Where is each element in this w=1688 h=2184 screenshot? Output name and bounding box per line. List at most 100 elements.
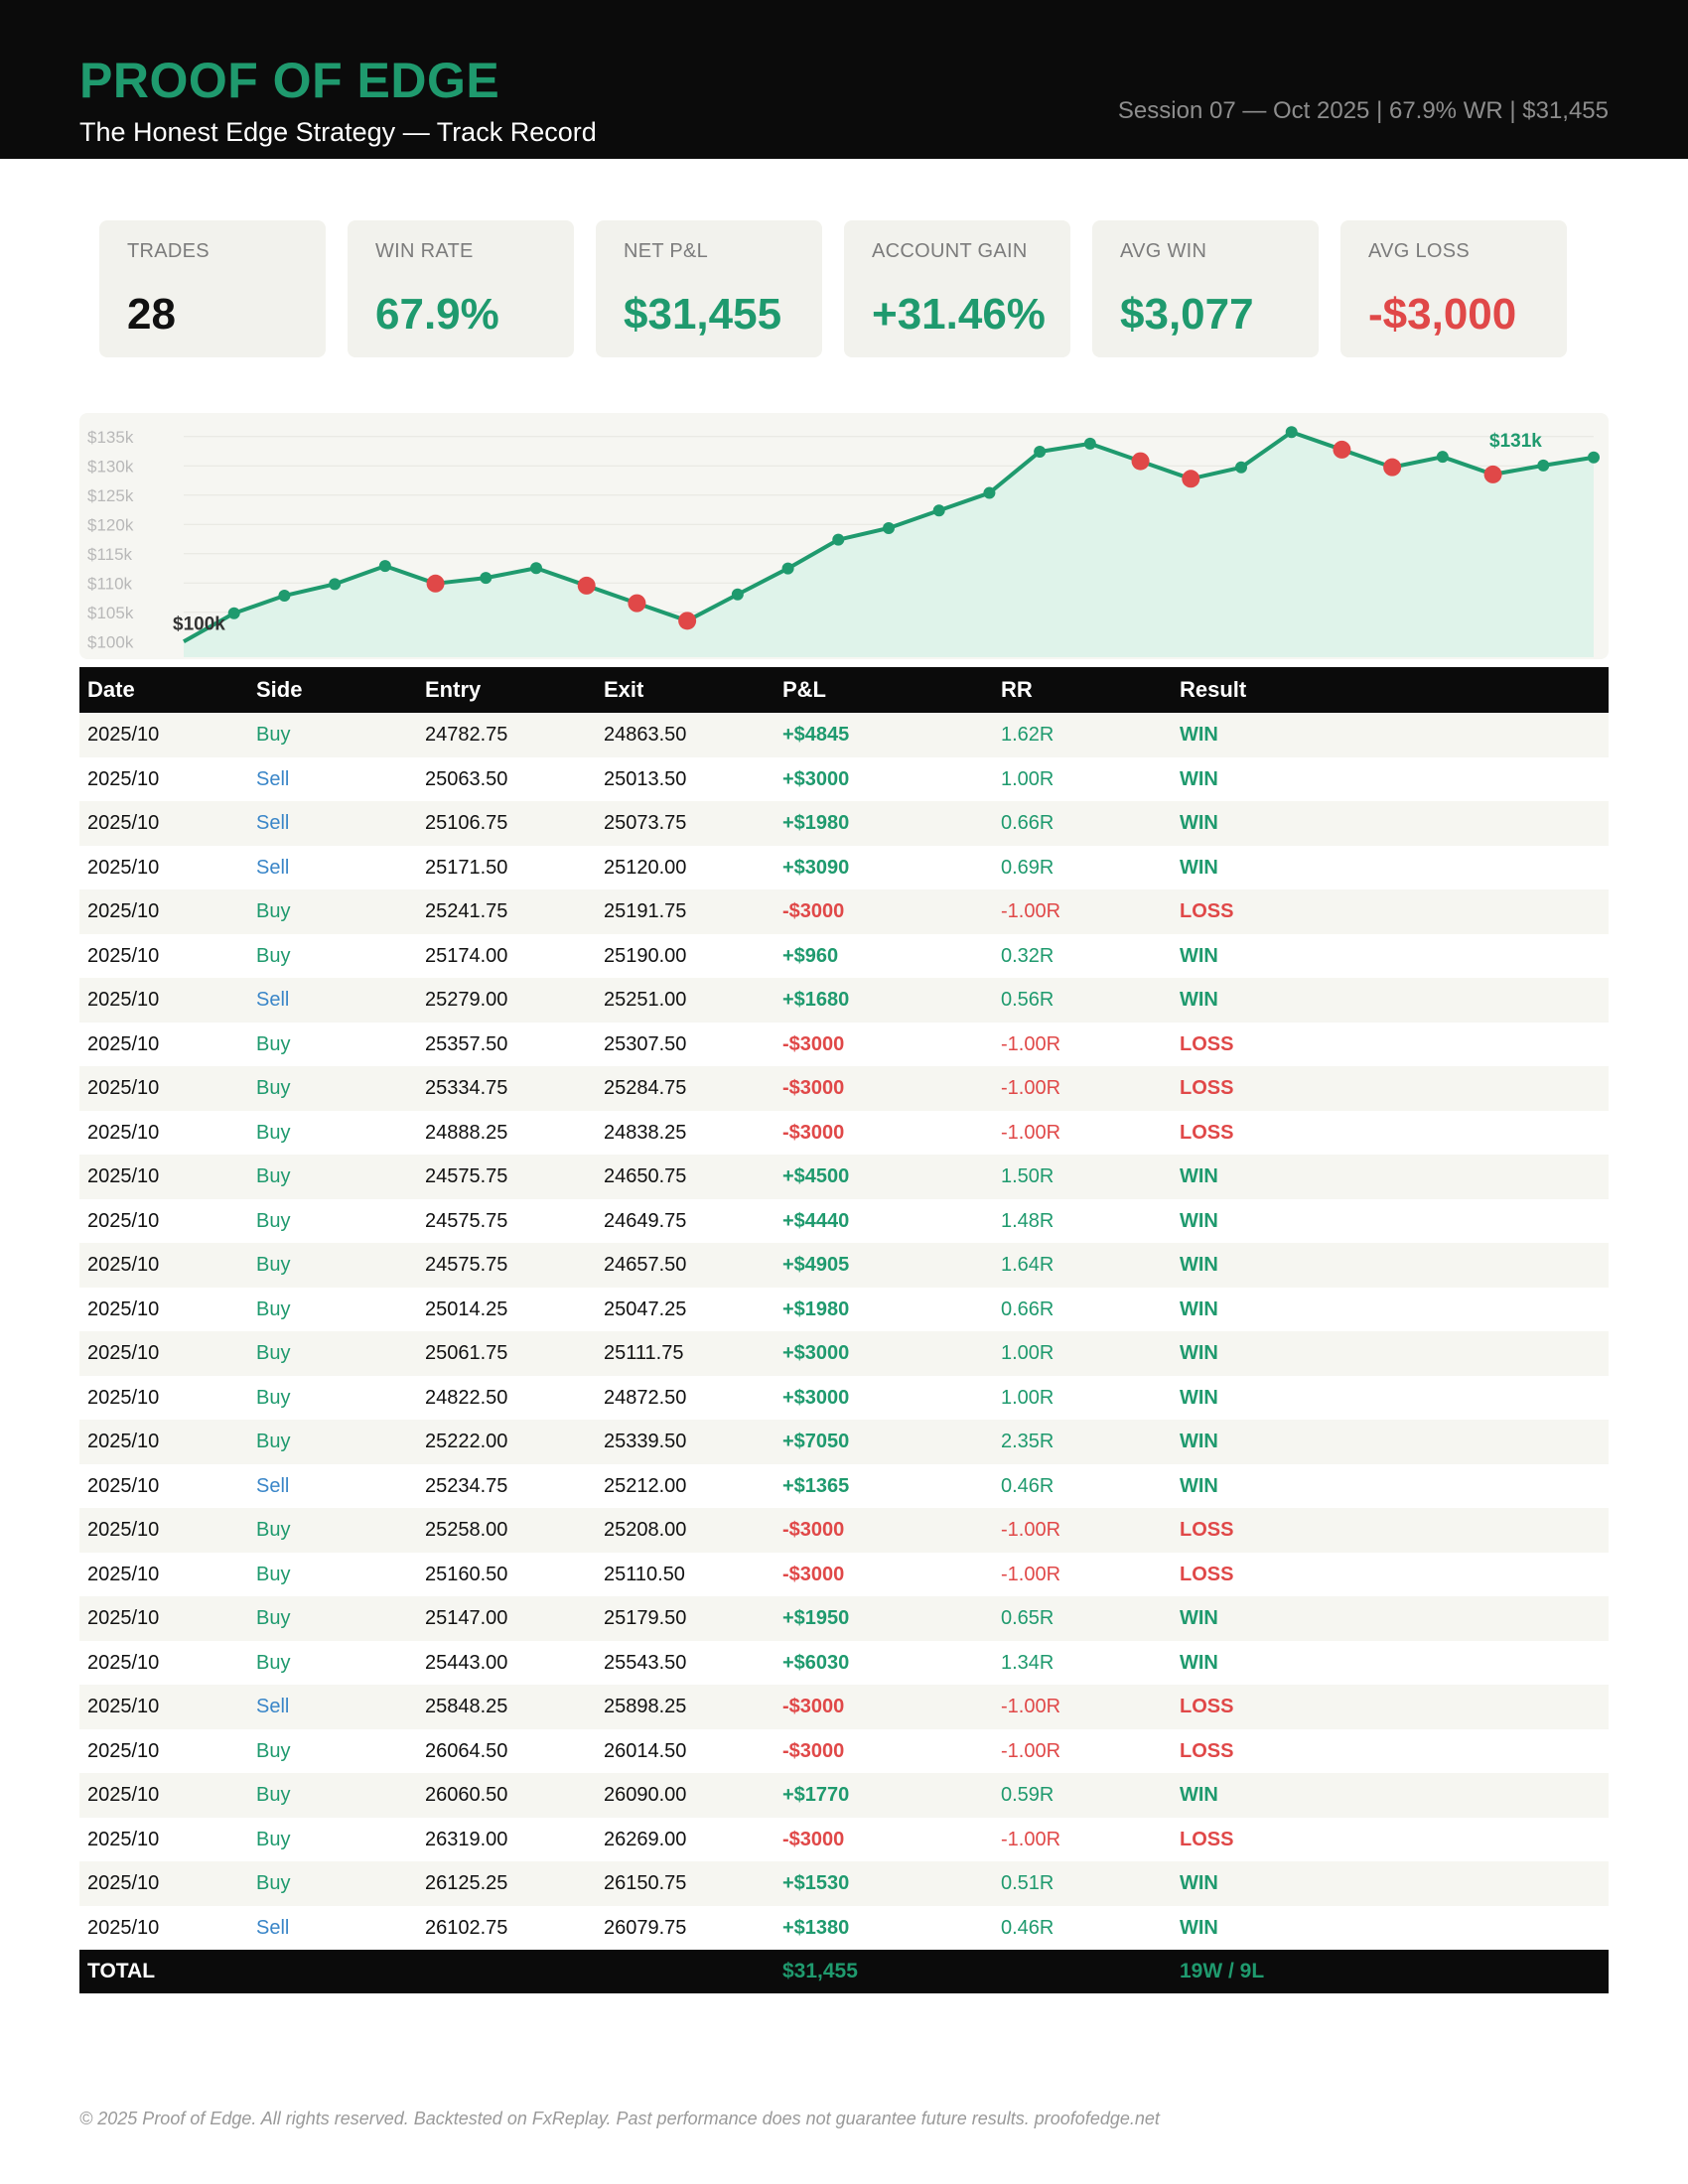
- cell-rr: -1.00R: [1001, 1696, 1061, 1717]
- table-row: 2025/10 Buy 24575.75 24650.75 +$4500 1.50R WIN: [79, 1155, 1609, 1199]
- equity-point-win: [1235, 461, 1247, 474]
- cell-exit: 26090.00: [604, 1784, 687, 1806]
- header-entry: Entry: [425, 677, 482, 702]
- stat-card-net-pnl: NET P&L $31,455: [596, 220, 822, 357]
- y-tick-label: $135k: [87, 428, 134, 447]
- cell-entry: 25357.50: [425, 1032, 508, 1055]
- table-row: 2025/10 Buy 25061.75 25111.75 +$3000 1.00R WIN: [79, 1331, 1609, 1376]
- cell-entry: 26064.50: [425, 1739, 508, 1762]
- cell-date: 2025/10: [87, 1828, 160, 1850]
- cell-rr: 1.00R: [1001, 1342, 1055, 1364]
- cell-result: LOSS: [1180, 1519, 1234, 1541]
- table-row: 2025/10 Buy 26319.00 26269.00 -$3000 -1.00R LO…: [79, 1818, 1609, 1862]
- cell-result: WIN: [1180, 1165, 1218, 1187]
- equity-point-loss: [1333, 440, 1351, 459]
- cell-date: 2025/10: [87, 1916, 160, 1939]
- y-tick-label: $115k: [87, 545, 133, 564]
- start-value-label: $100k: [173, 614, 225, 634]
- stat-card-trades: TRADES 28: [99, 220, 326, 357]
- cell-pnl: +$7050: [782, 1431, 850, 1452]
- cell-exit: 26079.75: [604, 1916, 687, 1939]
- cell-rr: 2.35R: [1001, 1431, 1055, 1452]
- table-row: 2025/10 Buy 25174.00 25190.00 +$960 0.32R WIN: [79, 934, 1609, 979]
- equity-point-win: [329, 578, 342, 591]
- stat-value: -$3,000: [1368, 290, 1517, 339]
- cell-entry: 25848.25: [425, 1696, 508, 1717]
- table-row: 2025/10 Sell 25234.75 25212.00 +$1365 0.46R WI…: [79, 1464, 1609, 1509]
- stat-value: 28: [127, 290, 176, 339]
- cell-rr: 1.00R: [1001, 767, 1055, 790]
- cell-rr: 0.59R: [1001, 1784, 1055, 1806]
- cell-exit: 26014.50: [604, 1739, 687, 1762]
- cell-rr: -1.00R: [1001, 1739, 1061, 1762]
- cell-rr: -1.00R: [1001, 1519, 1061, 1541]
- stat-value: +31.46%: [872, 290, 1046, 339]
- cell-date: 2025/10: [87, 989, 160, 1011]
- header-exit: Exit: [604, 677, 644, 702]
- equity-point-win: [883, 521, 895, 534]
- cell-rr: 1.62R: [1001, 724, 1055, 746]
- cell-rr: 0.46R: [1001, 1474, 1055, 1497]
- equity-point-win: [1537, 459, 1550, 472]
- cell-date: 2025/10: [87, 1165, 160, 1187]
- cell-result: WIN: [1180, 1342, 1218, 1364]
- cell-result: WIN: [1180, 1784, 1218, 1806]
- cell-rr: 1.34R: [1001, 1651, 1055, 1674]
- equity-point-win: [832, 533, 845, 546]
- cell-date: 2025/10: [87, 1342, 160, 1364]
- cell-side: Buy: [256, 1254, 291, 1276]
- cell-pnl: -$3000: [782, 1519, 845, 1541]
- table-row: 2025/10 Buy 24888.25 24838.25 -$3000 -1.00R LO…: [79, 1111, 1609, 1156]
- cell-side: Buy: [256, 1784, 291, 1806]
- table-row: 2025/10 Sell 25279.00 25251.00 +$1680 0.56R WI…: [79, 978, 1609, 1023]
- cell-side: Buy: [256, 1032, 291, 1055]
- total-record: 19W / 9L: [1180, 1960, 1265, 1982]
- table-row: 2025/10 Buy 24782.75 24863.50 +$4845 1.62R WIN: [79, 713, 1609, 757]
- cell-pnl: +$1680: [782, 989, 850, 1011]
- equity-point-loss: [426, 574, 445, 593]
- cell-pnl: +$3000: [782, 1386, 850, 1409]
- cell-pnl: +$4905: [782, 1254, 850, 1276]
- stat-value: $31,455: [624, 290, 782, 339]
- cell-entry: 25334.75: [425, 1077, 508, 1099]
- stat-label: AVG WIN: [1120, 240, 1207, 262]
- cell-entry: 25106.75: [425, 812, 508, 834]
- cell-rr: 1.48R: [1001, 1209, 1055, 1232]
- cell-date: 2025/10: [87, 1209, 160, 1232]
- table-row: 2025/10 Buy 25241.75 25191.75 -$3000 -1.00R LO…: [79, 889, 1609, 934]
- cell-exit: 25110.50: [604, 1563, 685, 1585]
- cell-entry: 25061.75: [425, 1342, 508, 1364]
- cell-side: Buy: [256, 900, 291, 922]
- cell-date: 2025/10: [87, 1563, 160, 1585]
- cell-exit: 25898.25: [604, 1696, 687, 1717]
- cell-result: WIN: [1180, 724, 1218, 746]
- table-row: 2025/10 Buy 25147.00 25179.50 +$1950 0.65R WIN: [79, 1596, 1609, 1641]
- header-result: Result: [1180, 677, 1247, 702]
- cell-side: Buy: [256, 1297, 291, 1320]
- cell-side: Buy: [256, 1563, 291, 1585]
- cell-date: 2025/10: [87, 944, 160, 967]
- cell-result: LOSS: [1180, 900, 1234, 922]
- cell-entry: 25222.00: [425, 1431, 508, 1452]
- cell-exit: 24650.75: [604, 1165, 687, 1187]
- total-pnl: $31,455: [782, 1960, 858, 1982]
- equity-point-win: [378, 560, 391, 573]
- cell-exit: 24838.25: [604, 1121, 687, 1144]
- stat-label: TRADES: [127, 240, 210, 262]
- cell-side: Sell: [256, 1916, 290, 1939]
- table-row: 2025/10 Buy 25014.25 25047.25 +$1980 0.66R WIN: [79, 1288, 1609, 1332]
- cell-result: WIN: [1180, 856, 1218, 879]
- cell-exit: 25543.50: [604, 1651, 687, 1674]
- cell-date: 2025/10: [87, 1386, 160, 1409]
- cell-pnl: -$3000: [782, 1828, 845, 1850]
- equity-point-loss: [1483, 465, 1502, 483]
- cell-date: 2025/10: [87, 1607, 160, 1629]
- y-tick-label: $130k: [87, 457, 134, 476]
- cell-rr: -1.00R: [1001, 1121, 1061, 1144]
- cell-entry: 26319.00: [425, 1828, 508, 1850]
- cell-side: Buy: [256, 944, 291, 967]
- equity-point-loss: [1131, 452, 1150, 471]
- cell-side: Buy: [256, 1342, 291, 1364]
- cell-date: 2025/10: [87, 1032, 160, 1055]
- cell-date: 2025/10: [87, 1431, 160, 1452]
